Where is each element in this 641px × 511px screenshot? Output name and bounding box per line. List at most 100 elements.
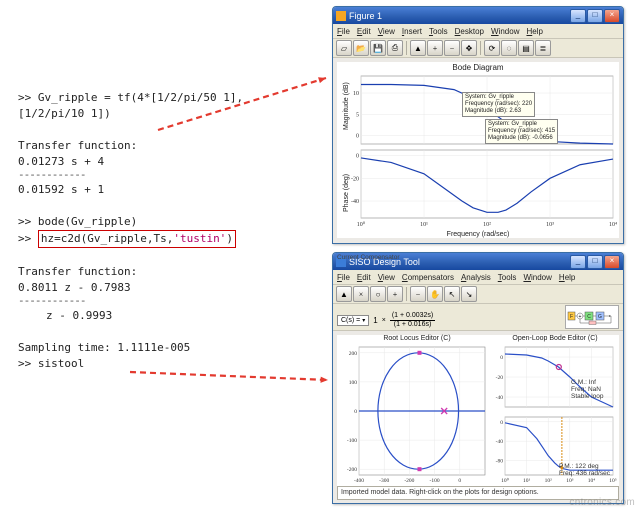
block-diagram[interactable]: F+CG (565, 305, 619, 329)
save-button[interactable]: 💾 (370, 40, 386, 56)
console-line: >> hz=c2d(Gv_ripple,Ts,'tustin') (18, 230, 278, 248)
arrow-button[interactable]: ▲ (336, 286, 352, 302)
svg-text:-300: -300 (379, 478, 389, 484)
o-button[interactable]: ○ (370, 286, 386, 302)
svg-text:0: 0 (356, 154, 359, 160)
menu-item[interactable]: Tools (429, 27, 448, 36)
highlighted-cmd: hz=c2d(Gv_ripple,Ts,'tustin') (38, 230, 236, 248)
svg-text:10⁴: 10⁴ (609, 222, 617, 228)
menu-item[interactable]: File (337, 27, 350, 36)
zoomin-button[interactable]: + (427, 40, 443, 56)
bode-title: Open-Loop Bode Editor (C) (495, 335, 615, 342)
open-button[interactable]: 📂 (353, 40, 369, 56)
zoomout-button[interactable]: − (410, 286, 426, 302)
figure-body: Bode Diagram 05100-20-4010⁰10¹10²10³10⁴ … (337, 62, 619, 238)
svg-text:10¹: 10¹ (523, 478, 531, 484)
svg-text:C: C (587, 314, 591, 320)
legend-button[interactable]: ≣ (535, 40, 551, 56)
svg-text:10⁰: 10⁰ (501, 477, 510, 484)
svg-text:-100: -100 (430, 478, 440, 484)
rotate-button[interactable]: ⟳ (484, 40, 500, 56)
svg-text:10⁵: 10⁵ (609, 478, 617, 484)
menu-item[interactable]: View (378, 27, 395, 36)
menubar[interactable]: File Edit View Insert Tools Desktop Window Help (333, 24, 623, 39)
menu-item[interactable]: File (337, 273, 350, 282)
pm-note: P.M.: 122 deg Freq: 436 rad/sec (559, 463, 610, 477)
svg-text:0: 0 (458, 478, 461, 484)
svg-text:0: 0 (356, 134, 359, 140)
svg-text:G: G (598, 314, 602, 320)
comp-fraction: (1 + 0.0032s) (1 + 0.016s) (390, 312, 435, 328)
menu-item[interactable]: Edit (357, 273, 371, 282)
colorbar-button[interactable]: ▤ (518, 40, 534, 56)
bode-plot: 05100-20-4010⁰10¹10²10³10⁴ (337, 64, 619, 236)
comp-select[interactable]: C(s) = ▾ (337, 315, 369, 326)
svg-text:10⁴: 10⁴ (588, 478, 596, 484)
svg-text:-40: -40 (351, 199, 359, 205)
print-button[interactable]: ⎙ (387, 40, 403, 56)
datatip: System: Gv_ripple Frequency (rad/sec): 4… (485, 119, 558, 144)
console-line: Sampling time: 1.1111e-005 (18, 340, 278, 356)
zoomout-button[interactable]: − (444, 40, 460, 56)
close-button[interactable]: × (604, 9, 620, 23)
x-button[interactable]: × (353, 286, 369, 302)
svg-text:10²: 10² (545, 478, 553, 484)
pan-button[interactable]: ✥ (461, 40, 477, 56)
comp-label: Current Compensator (337, 254, 627, 261)
menubar[interactable]: File Edit View Compensators Analysis Tools Win… (333, 270, 623, 285)
arrow-button[interactable]: ▲ (410, 40, 426, 56)
figure-body: -400-300-200-1000-200-10001002000-20-401… (337, 335, 619, 495)
compensator-bar: Current Compensator C(s) = ▾ 1 × (1 + 0.… (333, 304, 623, 331)
menu-item[interactable]: Desktop (455, 27, 484, 36)
menu-item[interactable]: Window (491, 27, 519, 36)
gm-note: G.M.: Inf Freq: NaN Stable loop (571, 379, 604, 400)
watermark: cntronics.com (569, 497, 635, 508)
titlebar[interactable]: Figure 1 _ □ × (333, 7, 623, 24)
menu-item[interactable]: Tools (498, 273, 517, 282)
console-line: 0.01592 s + 1 (18, 182, 278, 198)
downright-button[interactable]: ↘ (461, 286, 477, 302)
mag-ylabel: Magnitude (dB) (343, 82, 350, 130)
svg-text:0: 0 (500, 355, 503, 361)
datatip-button[interactable]: ◌ (501, 40, 517, 56)
new-button[interactable]: ▱ (336, 40, 352, 56)
console-line: >> sistool (18, 356, 278, 372)
svg-text:-400: -400 (354, 478, 364, 484)
menu-item[interactable]: Compensators (402, 273, 454, 282)
minimize-button[interactable]: _ (570, 9, 586, 23)
svg-text:0: 0 (354, 409, 357, 415)
hand-button[interactable]: ✋ (427, 286, 443, 302)
figure-window-1[interactable]: Figure 1 _ □ × File Edit View Insert Tools De… (332, 6, 624, 244)
svg-text:200: 200 (349, 351, 358, 357)
zoomin-button[interactable]: + (387, 286, 403, 302)
console-line: Transfer function: (18, 138, 278, 154)
maximize-button[interactable]: □ (587, 9, 603, 23)
menu-item[interactable]: Analysis (461, 273, 491, 282)
figure-icon (336, 11, 346, 21)
console-line: >> Gv_ripple = tf(4*[1/2/pi/50 1],[1/2/p… (18, 90, 278, 122)
svg-text:10³: 10³ (566, 478, 574, 484)
menu-item[interactable]: Insert (402, 27, 422, 36)
console-line: Transfer function: (18, 264, 278, 280)
svg-text:0: 0 (500, 420, 503, 426)
svg-text:F: F (570, 314, 573, 320)
figure-window-2[interactable]: SISO Design Tool _ □ × FileEditViewCompe… (332, 252, 624, 504)
menu-item[interactable]: View (378, 273, 395, 282)
window-title: Figure 1 (349, 11, 570, 21)
svg-text:5: 5 (356, 112, 359, 118)
menu-item[interactable]: Edit (357, 27, 371, 36)
hr: ------------ (18, 298, 278, 305)
xlabel: Frequency (rad/sec) (337, 231, 619, 238)
datatip: System: Gv_ripple Frequency (rad/sec): 2… (462, 92, 535, 117)
menu-item[interactable]: Help (526, 27, 542, 36)
toolbar[interactable]: ▱📂💾⎙ ▲+−✥ ⟳◌▤≣ (333, 39, 623, 58)
toolbar[interactable]: ▲×○+−✋↖↘ (333, 285, 623, 304)
menu-item[interactable]: Help (559, 273, 575, 282)
svg-text:-80: -80 (496, 459, 504, 465)
svg-text:-40: -40 (496, 439, 504, 445)
svg-text:10²: 10² (483, 222, 491, 228)
hr: ------------ (18, 172, 278, 179)
menu-item[interactable]: Window (523, 273, 551, 282)
svg-text:-20: -20 (351, 176, 359, 182)
upleft-button[interactable]: ↖ (444, 286, 460, 302)
